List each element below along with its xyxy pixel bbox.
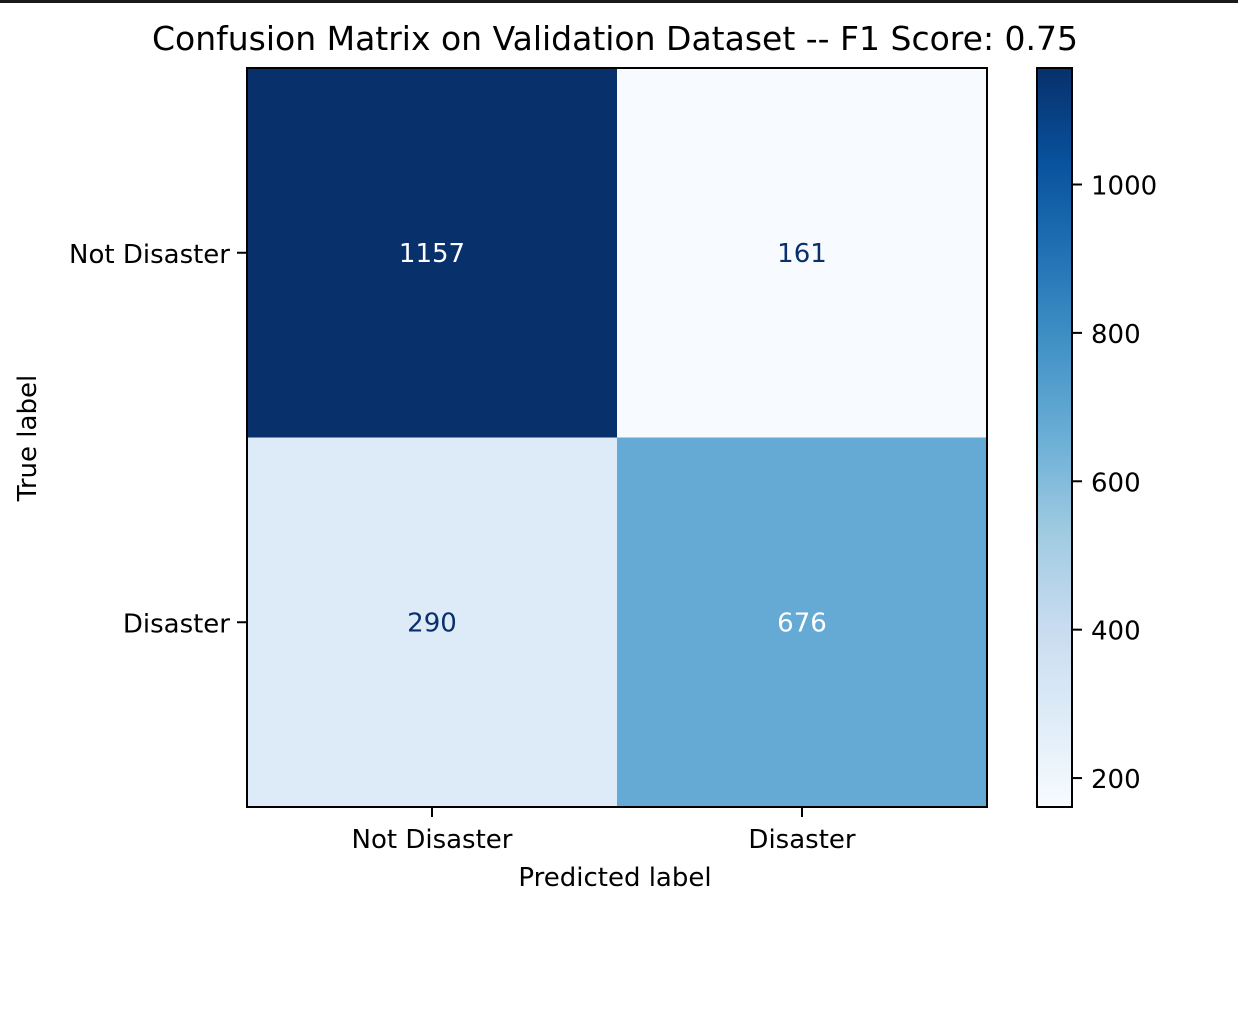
colorbar (1036, 67, 1073, 808)
y-axis-ticks: Not Disaster Disaster (69, 240, 247, 639)
top-border (0, 0, 1238, 3)
plot-frame (246, 67, 988, 808)
colorbar-ticks: 200 400 600 800 1000 (1072, 171, 1157, 795)
y-tick-label: Not Disaster (69, 240, 230, 270)
matrix-cell (247, 68, 618, 438)
x-tick-label: Not Disaster (352, 825, 513, 855)
matrix-cell (617, 68, 988, 438)
cell-value-label: 676 (777, 608, 827, 638)
cell-value-label: 1157 (399, 239, 465, 269)
matrix-cell (247, 437, 618, 808)
x-axis-label: Predicted label (518, 863, 711, 893)
matrix-cell-labels: 1157 161 290 676 (399, 239, 827, 639)
y-tick-label: Disaster (123, 609, 230, 639)
colorbar-tick-label: 200 (1091, 765, 1141, 795)
colorbar-tick-label: 800 (1091, 320, 1141, 350)
y-axis-label: True label (13, 375, 43, 502)
x-axis-ticks: Not Disaster Disaster (352, 807, 856, 855)
cell-value-label: 290 (407, 608, 457, 638)
matrix-cells (247, 68, 988, 808)
colorbar-tick-label: 600 (1091, 468, 1141, 498)
colorbar-tick-label: 1000 (1091, 171, 1157, 201)
colorbar-tick-label: 400 (1091, 617, 1141, 647)
chart-title: Confusion Matrix on Validation Dataset -… (152, 19, 1078, 58)
cell-value-label: 161 (777, 239, 827, 269)
x-tick-label: Disaster (748, 825, 855, 855)
matrix-cell (617, 437, 988, 808)
